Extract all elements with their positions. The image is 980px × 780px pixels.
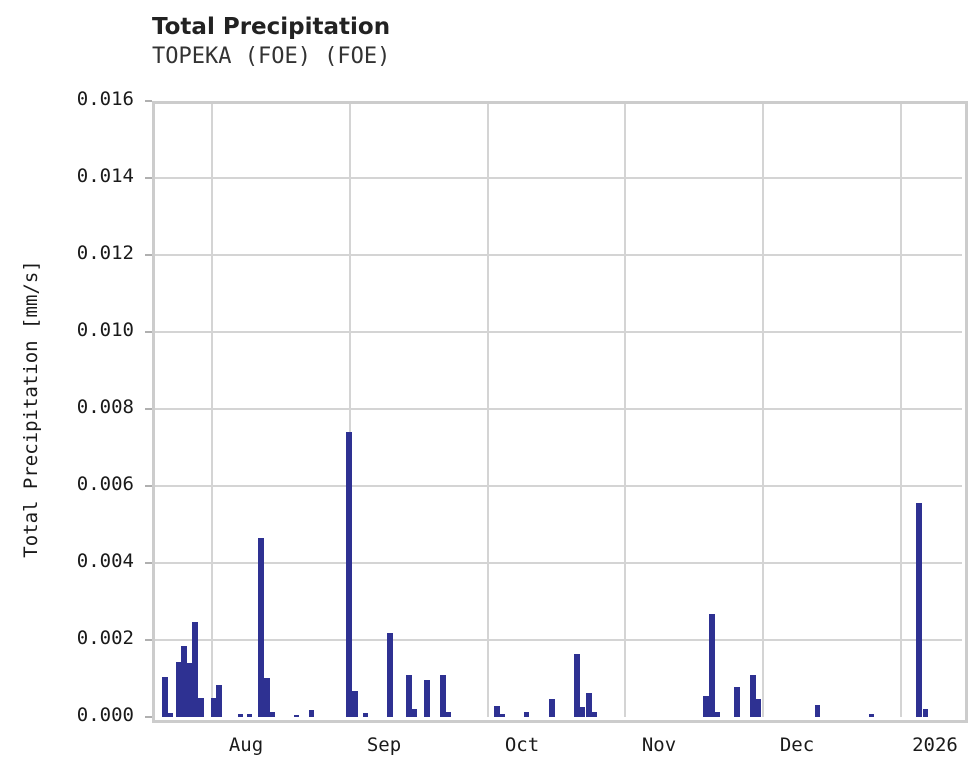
bar: [734, 686, 740, 717]
bar: [352, 690, 358, 717]
bar: [211, 697, 216, 717]
bar: [446, 712, 451, 717]
y-tick-label: 0.000: [76, 704, 134, 726]
y-tick-mark: [145, 100, 152, 102]
y-tick-mark: [145, 408, 152, 410]
bar: [524, 712, 529, 717]
bar: [270, 711, 275, 717]
bar: [494, 706, 500, 717]
bar-series: [152, 101, 962, 717]
y-tick-label: 0.014: [76, 165, 134, 187]
y-tick-mark: [145, 177, 152, 179]
bar: [574, 654, 580, 717]
y-tick-label: 0.010: [76, 319, 134, 341]
bar: [549, 698, 555, 717]
bar: [198, 697, 204, 717]
gridline-vertical: [487, 101, 489, 717]
bar: [247, 713, 252, 717]
bar: [916, 502, 922, 717]
gridline-horizontal: [152, 408, 962, 410]
y-tick-mark: [145, 254, 152, 256]
bar: [715, 712, 720, 717]
chart-subtitle: TOPEKA (FOE) (FOE): [152, 44, 391, 69]
bar: [168, 713, 173, 717]
y-tick-label: 0.012: [76, 242, 134, 264]
x-tick-label: Oct: [504, 734, 540, 756]
bar: [703, 695, 709, 717]
bar: [500, 713, 505, 717]
x-tick-label: Nov: [641, 734, 677, 756]
y-tick-mark: [145, 331, 152, 333]
bar: [586, 692, 592, 717]
y-tick-label: 0.002: [76, 627, 134, 649]
bar: [346, 432, 352, 717]
bar: [309, 710, 314, 717]
bar: [363, 713, 368, 717]
gridline-vertical: [624, 101, 626, 717]
y-tick-mark: [145, 716, 152, 718]
gridline-horizontal: [152, 485, 962, 487]
y-tick-mark: [145, 639, 152, 641]
y-tick-label: 0.006: [76, 473, 134, 495]
y-tick-label: 0.008: [76, 396, 134, 418]
bar: [294, 714, 299, 717]
gridline-vertical: [762, 101, 764, 717]
y-axis-label: Total Precipitation [mm/s]: [20, 260, 42, 558]
bar: [216, 685, 222, 717]
x-tick-label: Aug: [228, 734, 264, 756]
bar: [923, 708, 928, 717]
chart-header: Total Precipitation TOPEKA (FOE) (FOE): [152, 14, 852, 71]
bar: [264, 677, 270, 717]
gridline-horizontal: [152, 177, 962, 179]
bar: [440, 674, 446, 717]
chart-title: Total Precipitation: [152, 14, 391, 40]
bar: [181, 645, 187, 717]
bar: [756, 698, 761, 717]
gridline-horizontal: [152, 254, 962, 256]
y-tick-mark: [145, 562, 152, 564]
gridline-horizontal: [152, 639, 962, 641]
bar: [387, 633, 393, 717]
bar: [709, 613, 715, 717]
bar: [580, 707, 585, 717]
bar: [192, 621, 198, 717]
bar: [162, 676, 168, 717]
bar: [750, 674, 756, 717]
gridline-vertical: [349, 101, 351, 717]
bar: [412, 708, 417, 717]
bar: [592, 712, 597, 717]
x-tick-label: Sep: [366, 734, 402, 756]
y-tick-label: 0.004: [76, 550, 134, 572]
gridline-vertical: [900, 101, 902, 717]
gridline-horizontal: [152, 331, 962, 333]
bar: [869, 713, 874, 717]
x-tick-label: 2026: [912, 734, 958, 756]
bar: [187, 663, 192, 717]
bar: [424, 679, 430, 717]
bar: [238, 713, 243, 717]
y-tick-mark: [145, 485, 152, 487]
gridline-vertical: [211, 101, 213, 717]
gridline-horizontal: [152, 562, 962, 564]
bar: [176, 661, 182, 717]
plot-area: [152, 101, 962, 717]
bar: [406, 674, 412, 717]
bar: [815, 705, 820, 717]
y-tick-label: 0.016: [76, 88, 134, 110]
x-tick-label: Dec: [779, 734, 815, 756]
bar: [258, 537, 264, 717]
